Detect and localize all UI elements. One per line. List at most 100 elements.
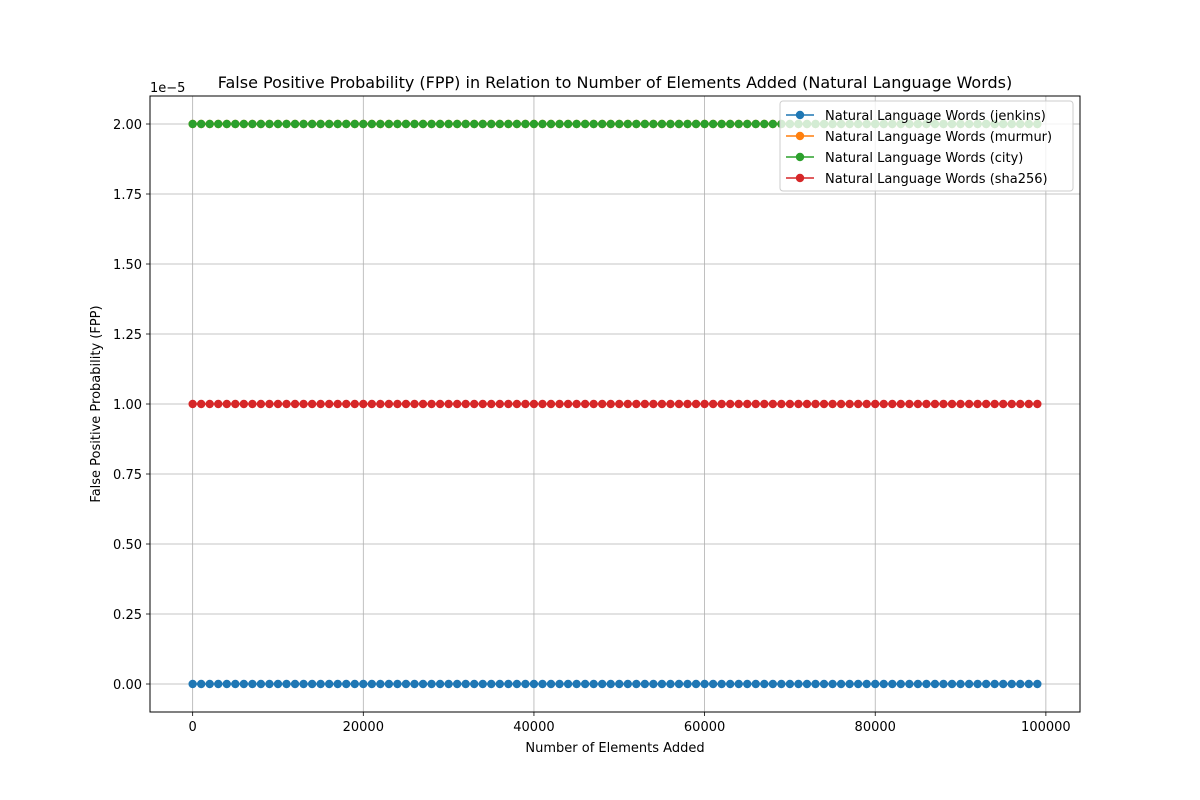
data-point xyxy=(649,679,658,689)
data-point xyxy=(393,399,402,409)
data-point xyxy=(563,679,573,689)
data-point xyxy=(248,679,257,689)
data-point xyxy=(418,119,428,129)
data-point xyxy=(879,399,888,409)
data-point xyxy=(888,399,897,409)
data-point xyxy=(205,119,214,129)
data-point xyxy=(1033,679,1042,689)
data-point xyxy=(717,679,726,689)
data-point xyxy=(248,399,257,409)
data-point xyxy=(333,679,342,689)
data-point xyxy=(708,119,718,129)
y-tick-label: 2.00 xyxy=(113,118,142,133)
data-point xyxy=(563,399,573,409)
data-point xyxy=(777,399,786,409)
data-point xyxy=(538,679,547,689)
data-point xyxy=(674,119,684,129)
data-point xyxy=(913,399,923,409)
data-point xyxy=(717,399,726,409)
data-point xyxy=(333,119,342,129)
data-point xyxy=(290,119,300,129)
data-point xyxy=(598,679,607,689)
data-point xyxy=(1016,399,1025,409)
data-point xyxy=(947,399,957,409)
data-point xyxy=(939,679,948,689)
data-point xyxy=(461,119,470,129)
data-point xyxy=(452,679,462,689)
data-point xyxy=(188,119,197,129)
data-point xyxy=(743,399,752,409)
data-point xyxy=(632,679,641,689)
data-point xyxy=(273,679,283,689)
data-point xyxy=(939,399,948,409)
data-point xyxy=(324,679,334,689)
data-point xyxy=(273,399,283,409)
data-point xyxy=(598,119,607,129)
data-point xyxy=(640,119,650,129)
data-point xyxy=(487,399,496,409)
legend-label: Natural Language Words (jenkins) xyxy=(825,109,1046,124)
data-point xyxy=(546,119,556,129)
data-point xyxy=(324,399,334,409)
data-point xyxy=(760,119,769,129)
data-point xyxy=(256,399,266,409)
data-point xyxy=(691,119,701,129)
data-point xyxy=(768,119,778,129)
data-point xyxy=(265,399,274,409)
data-point xyxy=(623,679,632,689)
data-point xyxy=(947,679,957,689)
data-point xyxy=(649,399,658,409)
legend: Natural Language Words (jenkins) Natural … xyxy=(779,100,1074,192)
data-point xyxy=(282,399,291,409)
data-point xyxy=(427,679,436,689)
data-point xyxy=(683,119,692,129)
data-point xyxy=(418,399,428,409)
data-point xyxy=(512,399,522,409)
data-point xyxy=(700,119,709,129)
data-point xyxy=(529,119,539,129)
data-point xyxy=(802,399,812,409)
data-point xyxy=(342,119,351,129)
data-point xyxy=(418,679,428,689)
data-point xyxy=(999,679,1008,689)
data-point xyxy=(299,399,308,409)
data-point xyxy=(273,119,283,129)
data-point xyxy=(819,399,829,409)
data-point xyxy=(580,399,590,409)
data-point xyxy=(674,399,684,409)
data-point xyxy=(299,119,308,129)
data-point xyxy=(862,399,871,409)
data-point xyxy=(401,119,411,129)
data-point xyxy=(495,399,505,409)
data-point xyxy=(691,399,701,409)
data-point xyxy=(802,679,812,689)
data-point xyxy=(316,679,325,689)
data-point xyxy=(410,399,419,409)
data-point xyxy=(307,119,317,129)
data-point xyxy=(683,399,692,409)
data-point xyxy=(632,399,641,409)
data-point xyxy=(367,679,377,689)
data-point xyxy=(725,399,735,409)
data-point xyxy=(222,399,231,409)
data-point xyxy=(495,679,505,689)
data-point xyxy=(239,119,249,129)
data-point xyxy=(307,399,317,409)
data-point xyxy=(990,399,999,409)
legend-label: Natural Language Words (murmur) xyxy=(825,130,1052,145)
data-point xyxy=(725,119,735,129)
data-point xyxy=(316,399,325,409)
data-point xyxy=(512,119,522,129)
data-point xyxy=(444,679,453,689)
data-point xyxy=(239,399,249,409)
y-tick-label: 0.25 xyxy=(113,608,142,623)
data-point xyxy=(393,119,402,129)
data-point xyxy=(708,399,718,409)
data-point xyxy=(666,119,675,129)
data-point xyxy=(214,119,223,129)
data-point xyxy=(487,679,496,689)
legend-marker xyxy=(795,131,805,141)
data-point xyxy=(359,679,368,689)
data-point xyxy=(256,119,266,129)
